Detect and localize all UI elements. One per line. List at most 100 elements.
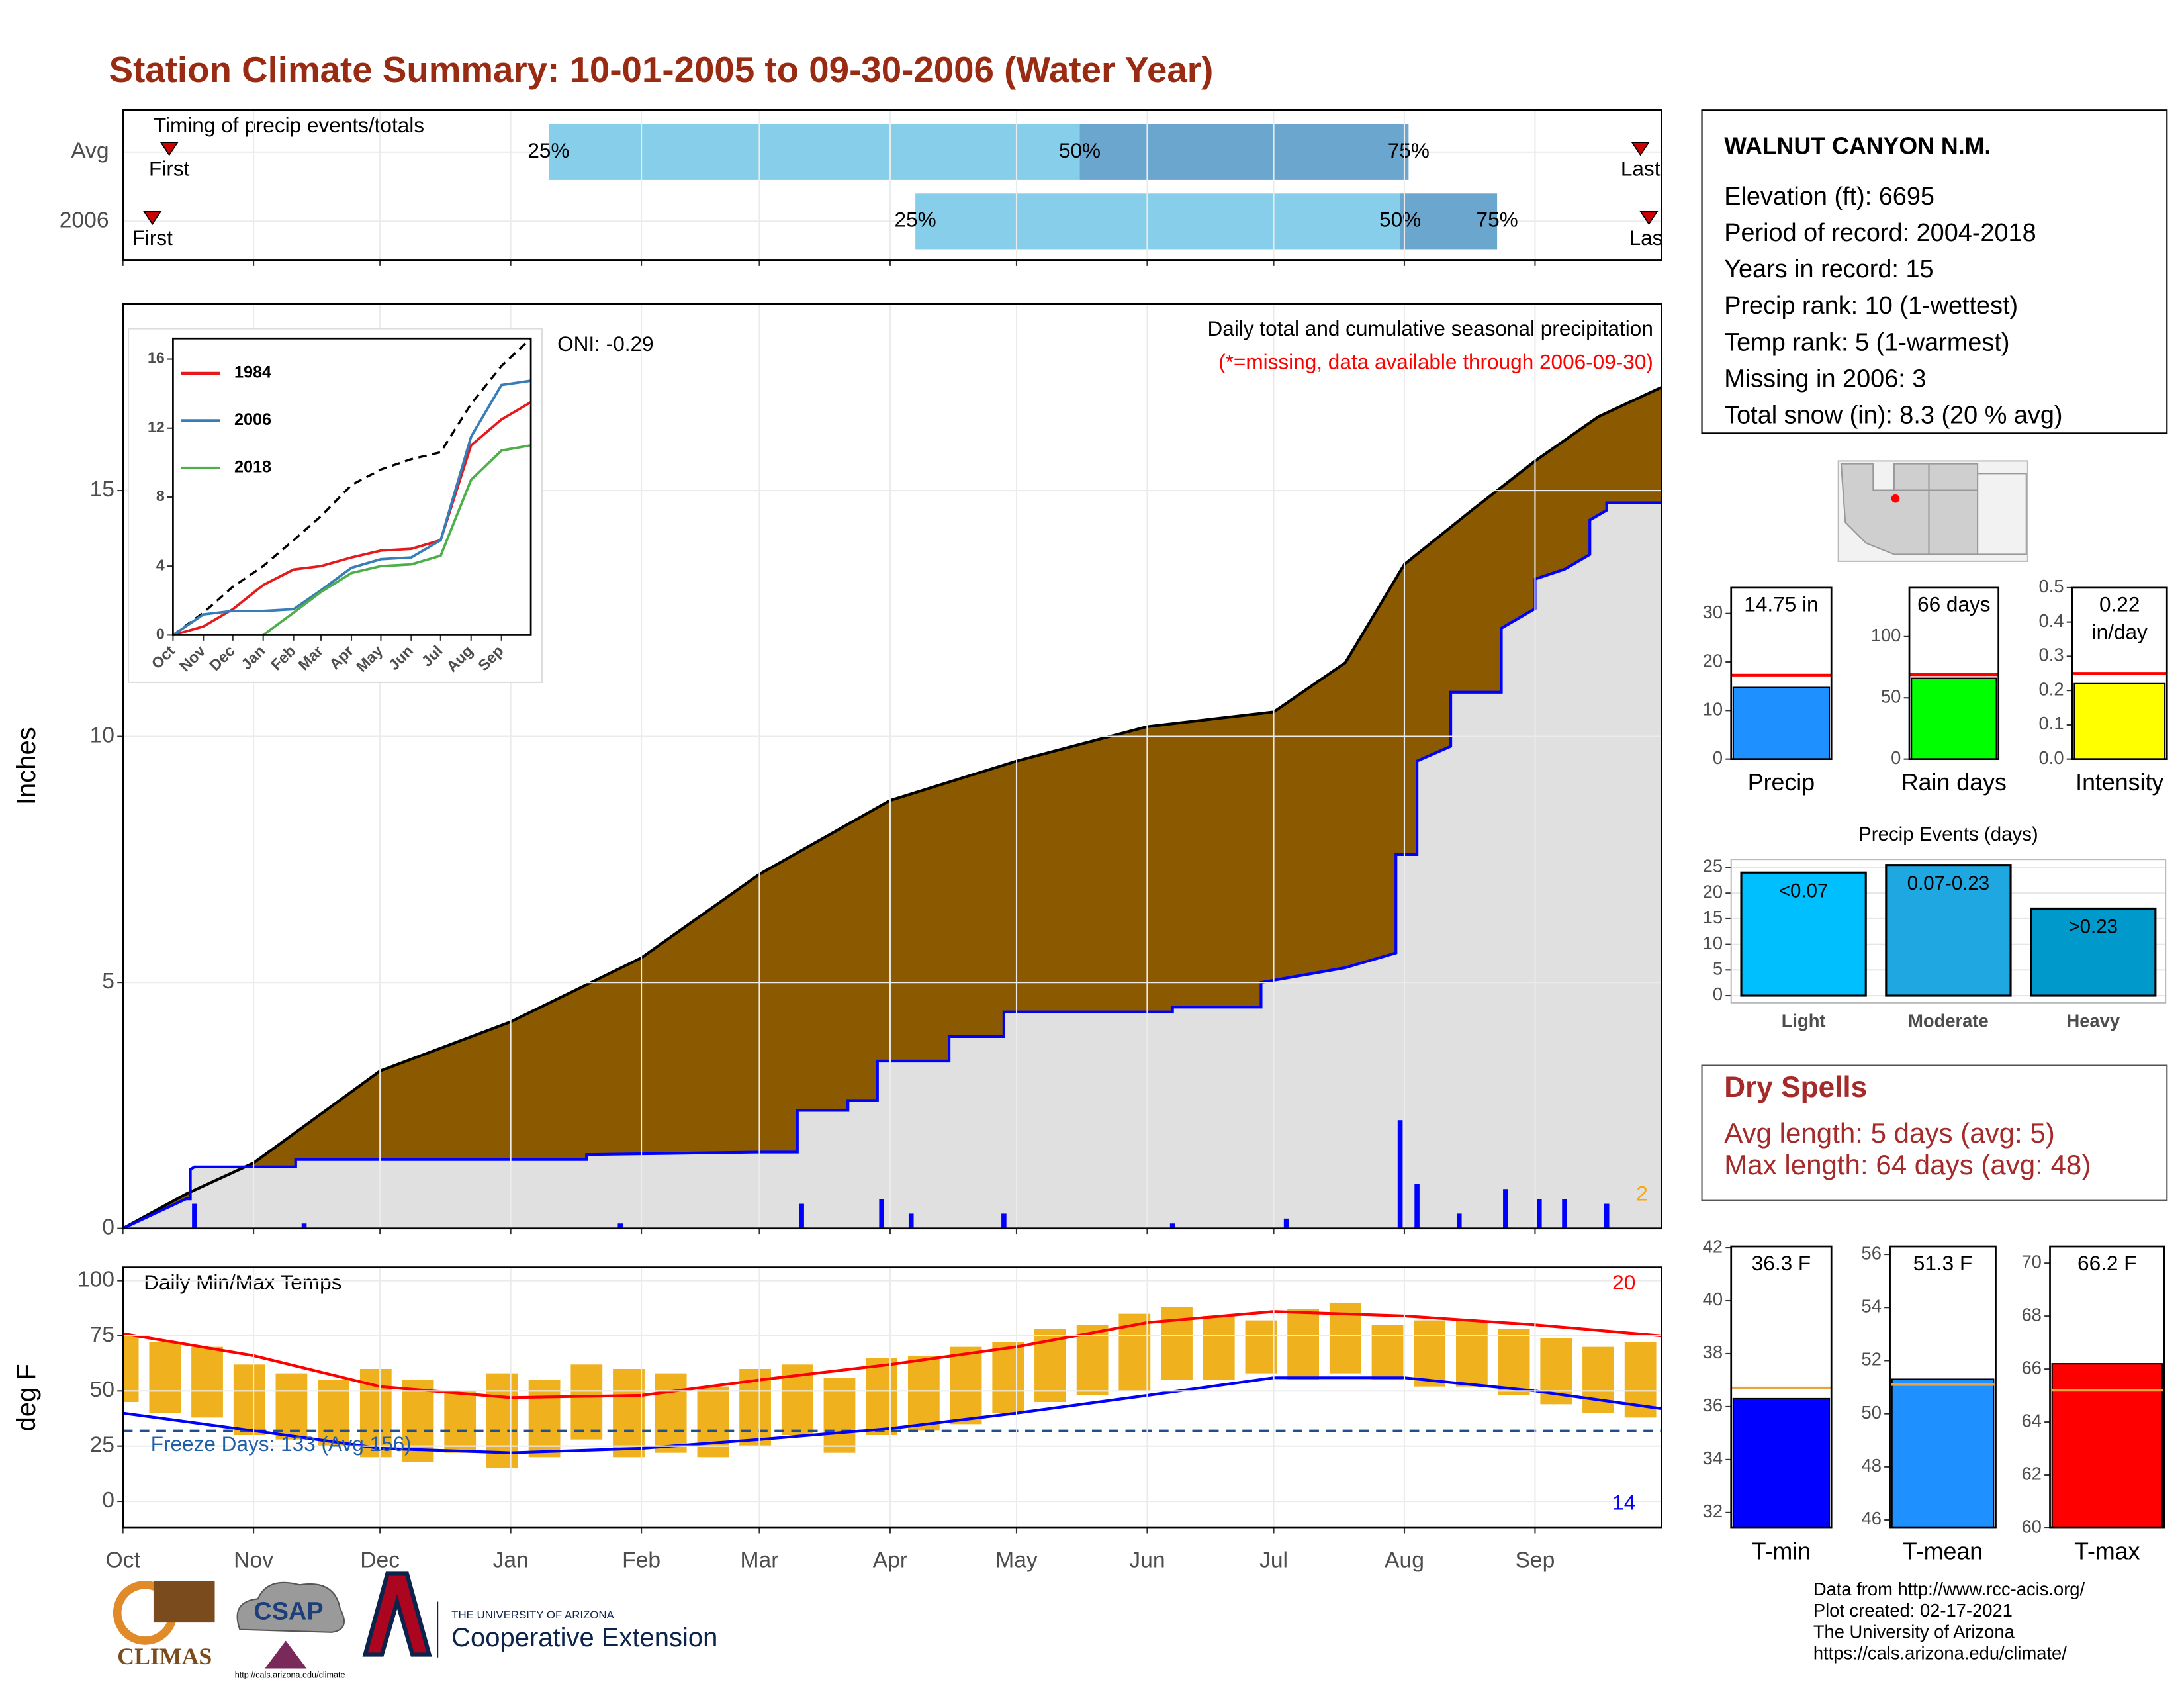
temp-range-bar [992, 1342, 1024, 1413]
x-tick-label: Heavy [2066, 1011, 2120, 1031]
y-tick-label: 0 [156, 626, 165, 643]
daily-precip-bar [799, 1203, 804, 1229]
ua-logo [362, 1571, 432, 1657]
row-label: Avg [71, 139, 109, 164]
gauge-value-text: 66 days [1917, 593, 1991, 618]
inset-line [172, 401, 532, 637]
temp-range-bar [1498, 1329, 1530, 1395]
climas-label: CLIMAS [117, 1643, 212, 1669]
timing-label: 25% [527, 138, 569, 162]
station-line: Years in record: 15 [1724, 256, 1933, 283]
page-title: Station Climate Summary: 10-01-2005 to 0… [109, 49, 1214, 90]
timing-bar [1079, 124, 1409, 180]
timing-label: 75% [1477, 208, 1518, 232]
timing-label: 50% [1059, 138, 1101, 162]
y-tick-label: 36 [1703, 1395, 1723, 1415]
y-tick-label: 75 [90, 1323, 114, 1347]
station-line: Temp rank: 5 (1-warmest) [1724, 328, 2009, 356]
y-tick-label: 15 [1703, 907, 1723, 927]
plot-frame [1889, 1245, 1997, 1529]
y-tick-label: 25 [1703, 856, 1723, 876]
x-tick-label: Nov [234, 1548, 273, 1572]
station-line: Period of record: 2004-2018 [1724, 219, 2036, 247]
gauge-bar [1911, 677, 1997, 760]
timing-label: 75% [1388, 138, 1430, 162]
y-tick-label: 0.5 [2039, 576, 2064, 596]
y-tick-label: 32 [1703, 1501, 1723, 1521]
daily-precip-bar [908, 1213, 914, 1229]
y-tick-label: 64 [2021, 1410, 2041, 1430]
annotation: 2 [1636, 1182, 1648, 1205]
y-tick-label: 66 [2021, 1357, 2041, 1378]
csap-mountain [265, 1640, 307, 1669]
y-tick-label: 0.1 [2039, 713, 2064, 733]
plot-frame [1730, 586, 1833, 761]
y-tick-label: 10 [1703, 699, 1723, 720]
timing-marker [159, 142, 179, 156]
cumulative-area [122, 502, 1662, 1229]
gauge-value-text: 0.22 in/day [2091, 593, 2148, 645]
gauge-value-label: 14.75 in [1744, 593, 1819, 618]
csap-url: http://cals.arizona.edu/climate [235, 1670, 345, 1679]
temp-range-bar [1287, 1309, 1319, 1380]
inset-background [128, 328, 543, 683]
annotation: ONI: -0.29 [557, 332, 654, 355]
temp-range-bar [444, 1391, 477, 1453]
x-tick-label: Moderate [1908, 1011, 1989, 1031]
dry-spells-title: Dry Spells [1724, 1071, 1867, 1103]
temp-range-bar [655, 1373, 687, 1453]
annotation: Daily total and cumulative seasonal prec… [1208, 316, 1653, 340]
y-tick-label: 100 [77, 1268, 114, 1292]
gauge-value-label: 36.3 F [1752, 1252, 1811, 1276]
temp-range-bar [122, 1335, 139, 1402]
temp-range-bar [1414, 1320, 1446, 1387]
timing-label: Last [1621, 157, 1661, 181]
gauge-value-text: 14.75 in [1744, 593, 1819, 618]
y-tick-label: 20 [1703, 881, 1723, 902]
y-tick-label: 4 [156, 556, 165, 573]
daily-precip-bar [1537, 1199, 1542, 1229]
footer-line: Data from http://www.rcc-acis.org/ [1813, 1579, 2085, 1599]
y-tick-label: 56 [1862, 1243, 1882, 1263]
timing-label: First [149, 157, 190, 181]
legend-label: 2006 [234, 410, 271, 429]
annotation: Freeze Days: 133 (Avg 156) [151, 1432, 412, 1456]
y-tick-label: 50 [1862, 1402, 1882, 1423]
temp-range-bar [1582, 1346, 1614, 1413]
legend-label: 2018 [234, 458, 271, 477]
daily-precip-bar [879, 1199, 884, 1229]
logos: CLIMAS CSAP http://cals.arizona.edu/clim… [113, 1571, 717, 1679]
temp-range-bar [528, 1380, 561, 1458]
station-line: Elevation (ft): 6695 [1724, 183, 1934, 211]
y-tick-label: 5 [1713, 959, 1723, 979]
gauge-value-label: 66 days [1917, 593, 1991, 618]
y-tick-label: 70 [2021, 1251, 2041, 1272]
locator-map [1837, 460, 2028, 562]
gauge-category: Precip [1748, 769, 1815, 796]
timing-title: Timing of precip events/totals [154, 113, 424, 137]
y-tick-label: 0 [102, 1215, 114, 1240]
gauge-bar [1891, 1378, 1995, 1529]
footer-line: Plot created: 02-17-2021 [1813, 1600, 2013, 1620]
plot-area: First 25% 50% 75% Last First 25% 50% 75% Last Timi… [122, 113, 1662, 250]
temp-range-bar [570, 1364, 603, 1440]
station-line: Missing in 2006: 3 [1724, 365, 1926, 393]
x-tick-label: Sep [1515, 1548, 1555, 1572]
daily-precip-bar [1283, 1218, 1289, 1229]
station-line: Precip rank: 10 (1-wettest) [1724, 292, 2018, 320]
daily-precip-bar [1001, 1213, 1007, 1229]
y-tick-label: 60 [2021, 1516, 2041, 1536]
daily-precip-bar [1562, 1199, 1567, 1229]
csap-cloud [236, 1581, 345, 1633]
daily-precip-bar [192, 1203, 197, 1229]
temp-range-bar [191, 1346, 223, 1418]
gauge-value-text: 66.2 F [2077, 1252, 2137, 1276]
temp-range-bar [149, 1342, 181, 1413]
gauge-value-text: 51.3 F [1913, 1252, 1973, 1276]
temp-range-bar [1245, 1320, 1277, 1374]
y-tick-label: 0.2 [2039, 679, 2064, 699]
station-box [1701, 109, 2168, 434]
x-tick-label: May [995, 1548, 1038, 1572]
y-tick-label: 30 [1703, 602, 1723, 622]
